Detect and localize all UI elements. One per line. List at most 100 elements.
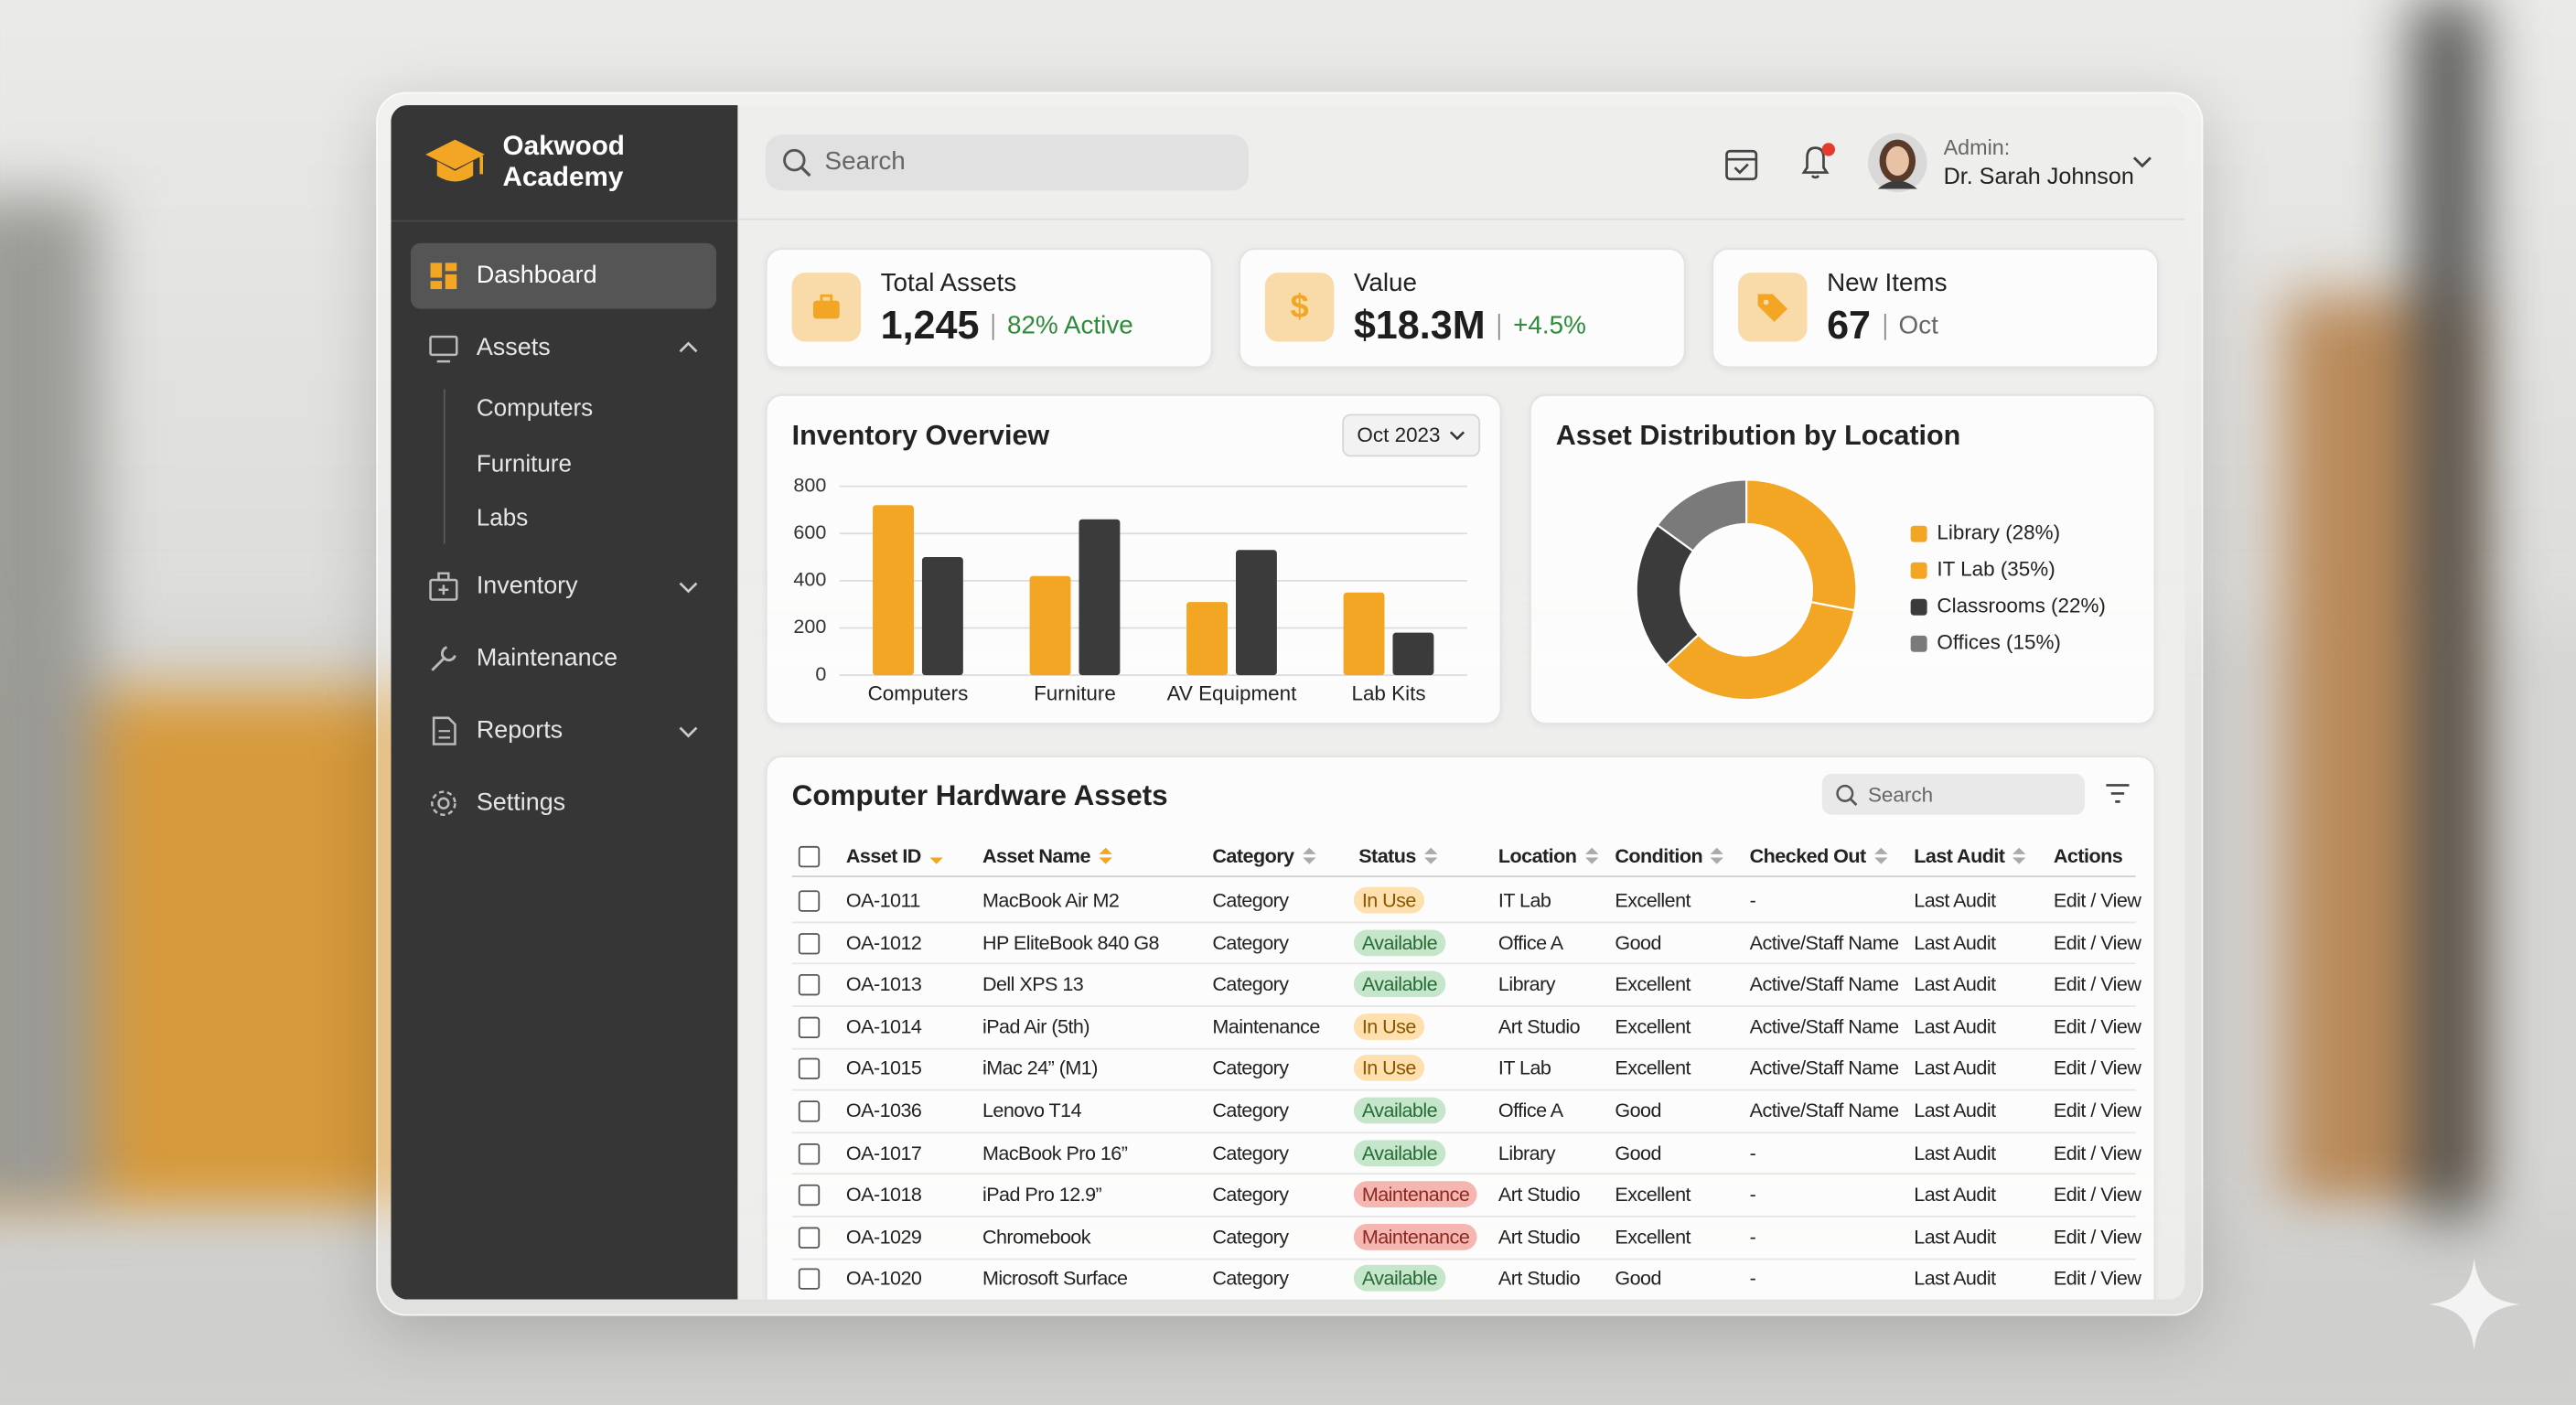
row-actions[interactable]: Edit / View <box>2053 1056 2141 1080</box>
nav-icon <box>429 335 458 363</box>
chart-title: Asset Distribution by Location <box>1556 420 1961 451</box>
x-tick-label: Furniture <box>1034 682 1116 705</box>
column-header-label: Last Audit <box>1914 844 2005 868</box>
row-actions[interactable]: Edit / View <box>2053 1225 2141 1249</box>
table-cell: Office A <box>1497 930 1563 954</box>
table-cell: Art Studio <box>1497 1014 1581 1038</box>
calendar-icon[interactable] <box>1723 146 1763 183</box>
period-dropdown[interactable]: Oct 2023 <box>1342 413 1481 457</box>
logo-icon <box>425 139 485 182</box>
status-badge: In Use <box>1353 886 1424 914</box>
kpi-icon-glyph: $ <box>1291 287 1309 325</box>
select-all-checkbox[interactable] <box>798 845 821 868</box>
row-actions[interactable]: Edit / View <box>2053 972 2141 996</box>
row-actions[interactable]: Edit / View <box>2053 1099 2141 1122</box>
y-tick-label: 800 <box>793 473 826 496</box>
table-cell: MacBook Air M2 <box>982 888 1120 912</box>
table-cell: iPad Pro 12.9” <box>982 1183 1102 1207</box>
table-cell: OA-1029 <box>845 1225 922 1249</box>
table-cell: IT Lab <box>1497 1056 1551 1080</box>
row-checkbox[interactable] <box>798 1058 821 1080</box>
legend-label: Library (28%) <box>1937 521 2060 544</box>
search-box[interactable]: Search <box>765 134 1249 191</box>
user-menu-chevron[interactable] <box>2131 151 2153 174</box>
status-badge: Maintenance <box>1353 1181 1478 1208</box>
row-checkbox[interactable] <box>798 890 821 912</box>
nav-item[interactable]: Maintenance <box>411 626 716 692</box>
nav-icon <box>430 263 457 290</box>
row-checkbox[interactable] <box>798 1269 821 1291</box>
row-checkbox[interactable] <box>798 1142 821 1164</box>
nav-icon <box>431 646 456 671</box>
column-header[interactable]: Status <box>1358 844 1438 868</box>
kpi-value: 67 <box>1827 304 1872 349</box>
legend-swatch <box>1910 562 1927 579</box>
column-header[interactable]: Last Audit <box>1914 844 2026 867</box>
notification-icon[interactable] <box>1796 141 1839 184</box>
bar <box>1079 519 1121 676</box>
table-cell: OA-1036 <box>845 1099 922 1122</box>
column-header[interactable]: Asset ID <box>846 844 943 867</box>
table-cell: Chromebook <box>982 1225 1091 1249</box>
table-cell: OA-1013 <box>845 972 922 996</box>
nav-item[interactable]: Assets <box>411 316 716 381</box>
nav-item[interactable]: Reports <box>411 698 716 764</box>
nav-subitem[interactable]: Computers <box>456 391 703 430</box>
nav-sublabel: Computers <box>476 395 594 423</box>
row-actions[interactable]: Edit / View <box>2053 1267 2141 1291</box>
row-divider <box>791 1173 2136 1175</box>
column-header[interactable]: Location <box>1498 844 1598 867</box>
table-cell: Art Studio <box>1497 1267 1581 1291</box>
nav-subitem[interactable]: Labs <box>456 501 703 541</box>
nav-sublabel: Labs <box>476 506 529 532</box>
row-actions[interactable]: Edit / View <box>2053 930 2141 954</box>
column-header[interactable]: Checked Out <box>1749 844 1888 868</box>
row-actions[interactable]: Edit / View <box>2053 1141 2141 1164</box>
kpi-value-row: 1,245 82% Active <box>881 304 1133 349</box>
column-header-label: Condition <box>1615 844 1703 868</box>
row-actions[interactable]: Edit / View <box>2053 888 2141 912</box>
row-checkbox[interactable] <box>798 1185 821 1207</box>
table-cell: Last Audit <box>1914 1183 1996 1207</box>
column-header[interactable]: Category <box>1212 844 1315 867</box>
avatar[interactable] <box>1867 133 1930 195</box>
row-actions[interactable]: Edit / View <box>2053 1183 2141 1207</box>
row-checkbox[interactable] <box>798 932 821 954</box>
nav-item[interactable]: Settings <box>411 770 716 836</box>
row-actions[interactable]: Edit / View <box>2053 1014 2141 1038</box>
search-placeholder: Search <box>824 147 906 177</box>
sort-up <box>1098 847 1112 854</box>
row-checkbox[interactable] <box>798 1100 821 1122</box>
nav-sublabel: Furniture <box>476 450 573 477</box>
table-cell: Last Audit <box>1914 1141 1996 1164</box>
table-cell: Active/Staff Name <box>1749 1056 1899 1080</box>
filter-icon[interactable] <box>2105 782 2131 805</box>
row-checkbox[interactable] <box>798 1016 821 1038</box>
status-badge: In Use <box>1353 1013 1424 1040</box>
y-tick-label: 0 <box>815 662 826 685</box>
bar <box>1029 575 1071 676</box>
legend-swatch <box>1910 635 1927 652</box>
table-cell: Last Audit <box>1914 1225 1996 1249</box>
column-header-label: Checked Out <box>1749 844 1867 868</box>
sort-icon <box>1873 847 1888 864</box>
nav-item[interactable]: Dashboard <box>410 242 717 309</box>
column-header[interactable]: Actions <box>2053 844 2123 868</box>
table-cell: Excellent <box>1615 1056 1691 1080</box>
nav-item[interactable]: Inventory <box>411 553 716 619</box>
table-cell: Category <box>1212 1099 1289 1122</box>
column-header[interactable]: Condition <box>1615 844 1724 868</box>
assets-table: Asset ID Asset Name Category Status Location… <box>767 757 2154 1300</box>
chevron-path <box>679 726 698 738</box>
table-search[interactable]: Search <box>1821 773 2086 815</box>
status-badge: Available <box>1353 1265 1446 1292</box>
nav-subitem[interactable]: Furniture <box>456 446 703 486</box>
table-cell: OA-1012 <box>845 930 922 954</box>
column-header[interactable]: Asset Name <box>982 844 1112 867</box>
row-checkbox[interactable] <box>798 1227 821 1249</box>
bar <box>1343 592 1385 676</box>
kpi-icon: $ <box>1264 273 1335 342</box>
row-checkbox[interactable] <box>798 974 821 996</box>
column-header-label: Actions <box>2053 844 2123 868</box>
column-header-label: Status <box>1358 844 1416 868</box>
